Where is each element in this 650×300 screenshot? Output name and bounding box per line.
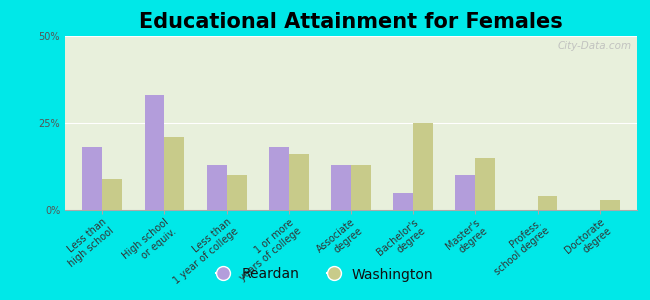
Bar bbox=[393, 193, 413, 210]
Bar bbox=[289, 154, 309, 210]
Bar bbox=[207, 165, 227, 210]
Bar bbox=[164, 137, 185, 210]
Bar bbox=[413, 123, 433, 210]
Bar bbox=[538, 196, 558, 210]
Bar bbox=[600, 200, 619, 210]
Title: Educational Attainment for Females: Educational Attainment for Females bbox=[139, 12, 563, 32]
Legend: Reardan, Washington: Reardan, Washington bbox=[211, 262, 439, 287]
Bar bbox=[102, 179, 122, 210]
Bar bbox=[351, 165, 371, 210]
Bar bbox=[83, 147, 102, 210]
Bar bbox=[144, 95, 164, 210]
Bar bbox=[456, 175, 475, 210]
Bar bbox=[475, 158, 495, 210]
Bar bbox=[227, 175, 246, 210]
Bar bbox=[269, 147, 289, 210]
Text: City-Data.com: City-Data.com bbox=[557, 41, 631, 51]
Bar bbox=[331, 165, 351, 210]
